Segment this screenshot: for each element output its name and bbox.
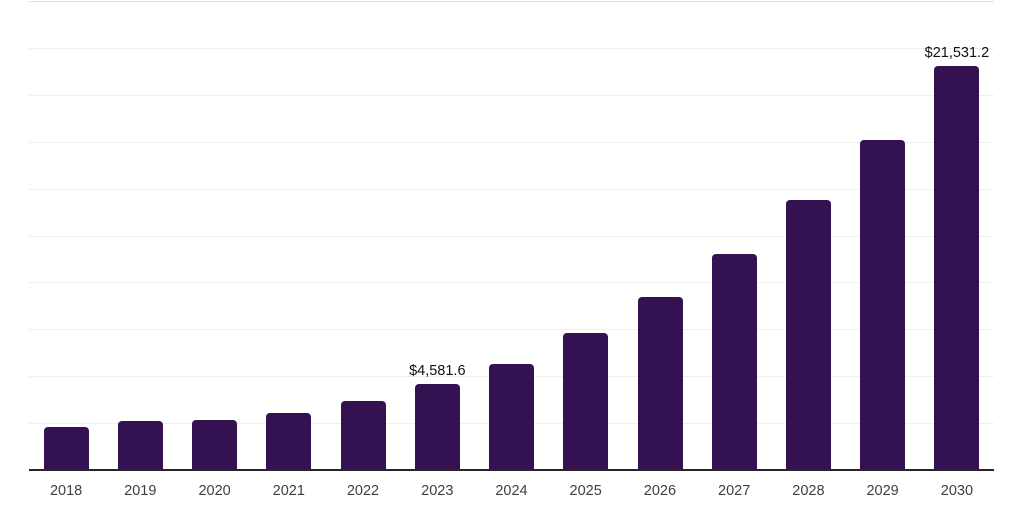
gridline-25000 [29, 1, 994, 2]
bar-2029 [860, 140, 906, 470]
bar-2020 [192, 419, 238, 470]
bar-2022 [340, 400, 386, 470]
x-tick-2030: 2030 [940, 483, 974, 499]
gridline-22500 [29, 48, 994, 49]
gridline-15000 [29, 189, 994, 190]
x-tick-2025: 2025 [569, 483, 602, 499]
gridline-17500 [29, 142, 994, 143]
bar-2028 [785, 200, 831, 470]
x-tick-2029: 2029 [866, 483, 899, 499]
x-tick-2021: 2021 [272, 483, 305, 499]
bar-2019 [117, 421, 163, 470]
gridline-12500 [29, 236, 994, 237]
gridline-20000 [29, 95, 994, 96]
bar-2023 [414, 384, 460, 470]
bar-2027 [711, 254, 757, 470]
x-tick-2027: 2027 [718, 483, 751, 499]
bar-2018 [43, 426, 89, 470]
bar-value-label-2030: $21,531.2 [924, 45, 990, 62]
bar-value-label-2023: $4,581.6 [409, 363, 466, 379]
bar-2026 [637, 297, 683, 470]
bar-2024 [489, 364, 534, 470]
gridline-7500 [29, 329, 994, 330]
x-tick-2024: 2024 [495, 483, 528, 499]
x-axis-line [29, 469, 994, 471]
gridline-10000 [29, 282, 994, 283]
plot-area: $4,581.6 $21,531.2 2018 2019 2020 2021 2022 20… [29, 0, 994, 512]
bar-2030 [934, 66, 980, 470]
x-tick-2023: 2023 [421, 483, 454, 499]
x-tick-2018: 2018 [49, 483, 83, 499]
x-tick-2020: 2020 [198, 483, 231, 499]
x-tick-2019: 2019 [124, 483, 157, 499]
bar-2021 [266, 412, 312, 470]
bar-2025 [563, 333, 609, 470]
x-tick-2022: 2022 [346, 483, 380, 499]
x-tick-2028: 2028 [792, 483, 825, 499]
x-tick-2026: 2026 [643, 483, 677, 499]
